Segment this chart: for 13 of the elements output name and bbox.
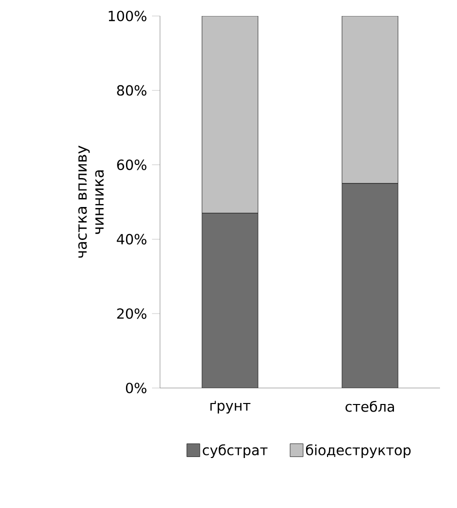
y-tick-label: 100% xyxy=(108,10,146,22)
bar xyxy=(342,16,398,184)
x-tick-label: стебла xyxy=(346,400,394,412)
y-tick-label: 80% xyxy=(117,85,146,96)
y-tick-label: 60% xyxy=(117,160,146,170)
y-axis-title: частка впливу чинника xyxy=(78,146,104,258)
y-tick-label: 20% xyxy=(117,308,146,319)
x-tick-label: ґрунт xyxy=(210,400,250,414)
legend-label: біодеструктор xyxy=(306,444,411,458)
y-tick-label: 40% xyxy=(116,234,146,244)
y-tick-label: 0% xyxy=(126,382,146,394)
legend-label: субстрат xyxy=(202,444,268,458)
bar xyxy=(202,16,258,214)
